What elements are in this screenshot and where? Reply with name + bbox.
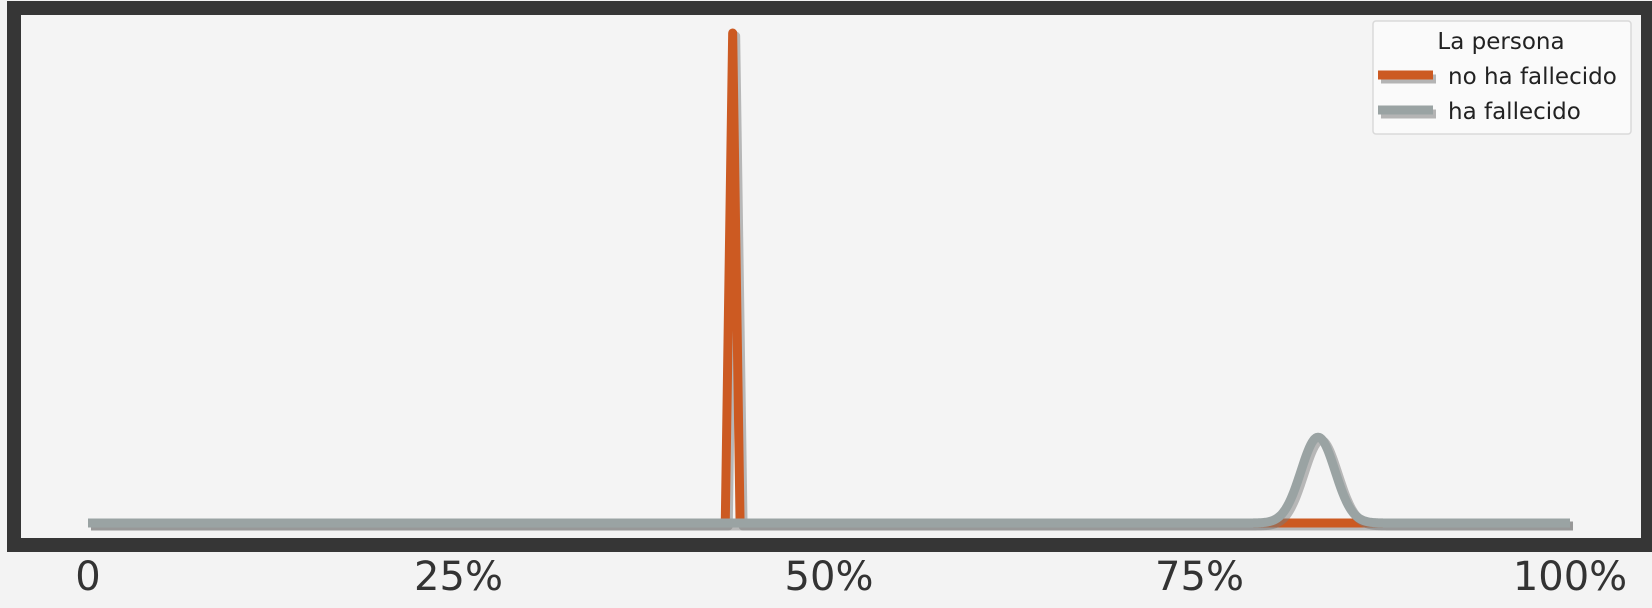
legend-box <box>1372 20 1632 135</box>
x-tick-label: 100% <box>1513 554 1627 600</box>
x-axis: 0 25% 50% 75% 100% <box>75 554 1627 600</box>
series-line-ha-fallecido <box>84 432 1574 528</box>
series-layer <box>84 28 1577 531</box>
legend-title: La persona <box>1437 29 1564 55</box>
x-tick-label: 75% <box>1155 554 1244 600</box>
x-tick-label: 50% <box>785 554 874 600</box>
legend: La persona no ha fallecido ha fallecido <box>1372 20 1632 135</box>
x-tick-label: 0 <box>75 554 100 600</box>
x-tick-label: 25% <box>414 554 503 600</box>
legend-label-no-ha-fallecido: no ha fallecido <box>1448 64 1617 90</box>
legend-label-ha-fallecido: ha fallecido <box>1448 99 1581 125</box>
